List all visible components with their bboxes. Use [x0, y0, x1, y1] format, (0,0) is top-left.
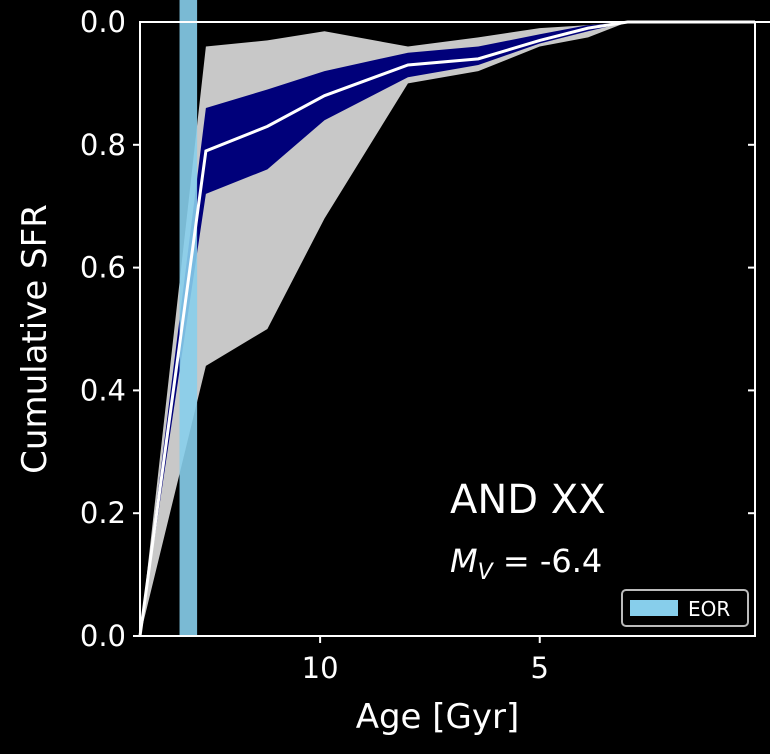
y-tick-label: 0.8	[80, 128, 126, 162]
x-tick-label: 10	[302, 651, 339, 685]
legend-swatch	[630, 600, 678, 616]
x-axis-label: Age [Gyr]	[356, 697, 520, 737]
y-tick-label: 0.4	[80, 373, 126, 407]
magnitude-subscript: V	[478, 560, 495, 585]
magnitude-value: = -6.4	[493, 542, 603, 580]
confidence-band	[140, 22, 755, 636]
eor-span	[179, 0, 198, 636]
y-tick-label: 0.0	[80, 619, 126, 653]
magnitude-symbol: M	[450, 542, 478, 580]
legend-box	[621, 589, 749, 627]
y-tick-label: 0.6	[80, 251, 126, 285]
median-line	[138, 20, 755, 637]
legend-label: EOR	[688, 597, 730, 621]
y-axis-label: Cumulative SFR	[15, 204, 55, 474]
x-tick-label: 5	[531, 651, 549, 685]
y-tick-label: 0.2	[80, 496, 126, 530]
panel-title: AND XX	[450, 477, 606, 523]
magnitude-label: MV = -6.4	[450, 542, 602, 585]
top-panel-tick-label: 0.0	[80, 5, 126, 39]
